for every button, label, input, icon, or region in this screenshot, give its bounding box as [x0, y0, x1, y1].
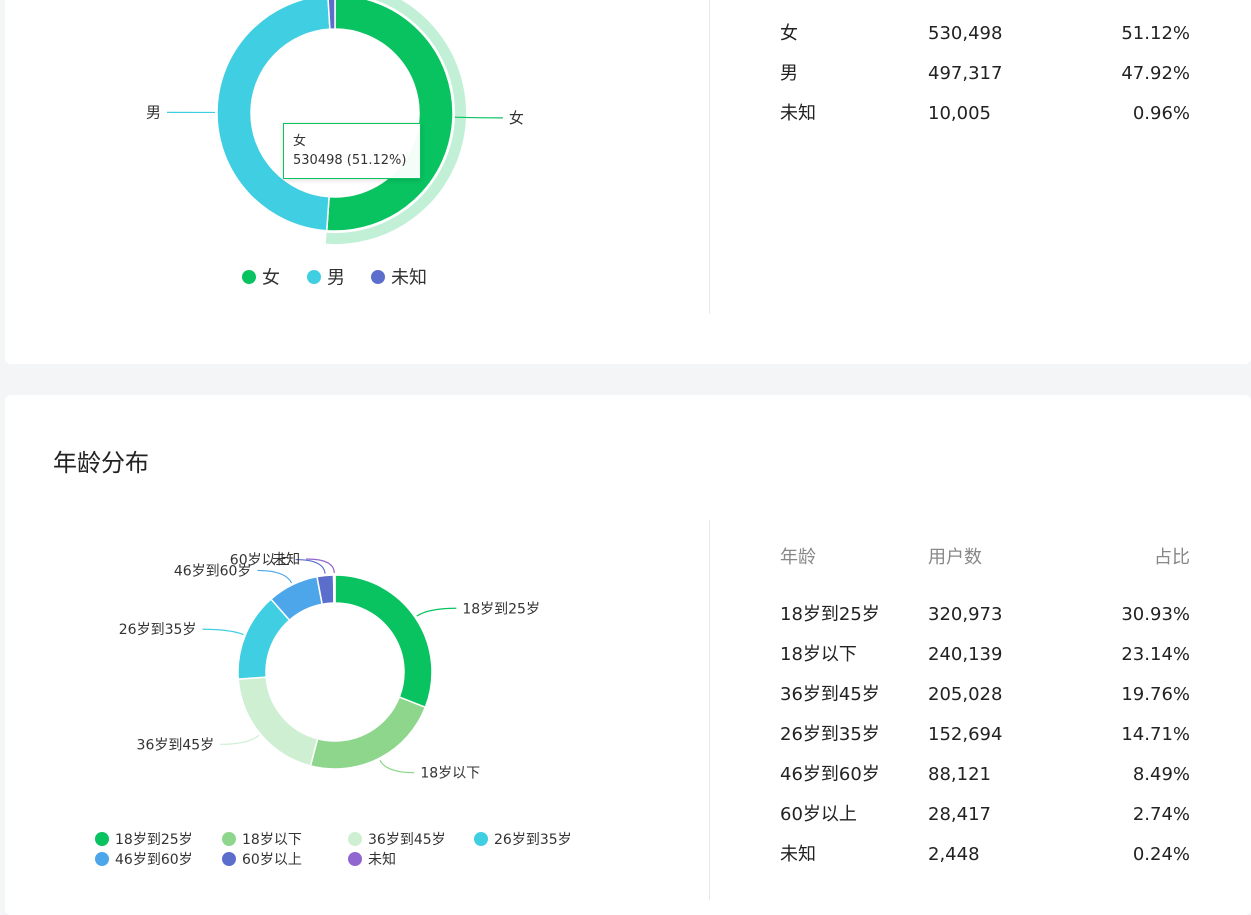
gender-row-label: 女	[780, 14, 928, 54]
legend-marker[interactable]	[307, 270, 321, 284]
legend-marker[interactable]	[222, 852, 236, 866]
gender-row-count: 530,498	[928, 14, 1078, 54]
gender-row-label: 未知	[780, 94, 928, 134]
slice-label: 18岁以下	[420, 766, 480, 782]
pie-slice[interactable]	[217, 0, 330, 231]
legend-marker[interactable]	[474, 832, 488, 846]
pie-slice[interactable]	[335, 575, 432, 707]
label-leader-line	[202, 629, 243, 634]
legend-label[interactable]: 18岁以下	[242, 832, 302, 848]
age-row-count: 152,694	[928, 715, 1078, 755]
gender-tooltip: 女 530498 (51.12%)	[283, 123, 421, 179]
age-row-pct: 0.24%	[1078, 835, 1190, 875]
legend-label[interactable]: 46岁到60岁	[115, 852, 193, 868]
gender-row-count: 10,005	[928, 94, 1078, 134]
legend-label[interactable]: 男	[327, 267, 345, 288]
pie-slice[interactable]	[238, 677, 317, 766]
age-col-header: 年龄	[780, 538, 928, 578]
age-row-count: 2,448	[928, 835, 1078, 875]
gender-row-pct: 0.96%	[1078, 94, 1190, 134]
legend-marker[interactable]	[222, 832, 236, 846]
legend-marker[interactable]	[95, 852, 109, 866]
slice-label: 26岁到35岁	[119, 622, 197, 638]
label-leader-line	[257, 570, 291, 583]
age-row-label: 18岁到25岁	[780, 595, 928, 635]
legend-label[interactable]: 女	[262, 267, 280, 288]
legend-marker[interactable]	[242, 270, 256, 284]
legend-marker[interactable]	[95, 832, 109, 846]
legend-marker[interactable]	[348, 852, 362, 866]
age-row-label: 36岁到45岁	[780, 675, 928, 715]
legend-marker[interactable]	[348, 832, 362, 846]
age-row-label: 46岁到60岁	[780, 755, 928, 795]
pie-slice[interactable]	[328, 0, 335, 29]
gender-row-pct: 47.92%	[1078, 54, 1190, 94]
age-row-label: 18岁以下	[780, 635, 928, 675]
age-row-label: 26岁到35岁	[780, 715, 928, 755]
legend-marker[interactable]	[371, 270, 385, 284]
age-row-pct: 2.74%	[1078, 795, 1190, 835]
gender-row-count: 497,317	[928, 54, 1078, 94]
age-section-title: 年龄分布	[53, 443, 149, 478]
tooltip-name: 女	[293, 132, 411, 151]
gender-row-label: 男	[780, 54, 928, 94]
age-row-count: 320,973	[928, 595, 1078, 635]
legend-label[interactable]: 未知	[391, 267, 427, 288]
age-table-header: 年龄 用户数 占比	[780, 538, 1190, 578]
age-row-pct: 30.93%	[1078, 595, 1190, 635]
slice-label: 18岁到25岁	[462, 601, 540, 617]
label-leader-line	[220, 735, 259, 744]
gender-row-pct: 51.12%	[1078, 14, 1190, 54]
age-donut-chart: 18岁到25岁 18岁以下 36岁到45岁 26岁到35岁 46岁到60岁 60岁以上 未知…	[0, 500, 700, 891]
pie-slice[interactable]	[334, 575, 335, 603]
age-row-count: 28,417	[928, 795, 1078, 835]
age-row-pct: 23.14%	[1078, 635, 1190, 675]
age-row-count: 240,139	[928, 635, 1078, 675]
slice-label: 女	[509, 109, 524, 127]
age-row-label: 60岁以上	[780, 795, 928, 835]
users-col-header: 用户数	[928, 538, 1078, 578]
slice-label: 未知	[272, 551, 300, 568]
slice-label: 36岁到45岁	[137, 737, 215, 753]
legend-label[interactable]: 未知	[368, 851, 396, 868]
legend-label[interactable]: 60岁以上	[242, 852, 302, 868]
tooltip-value: 530498 (51.12%)	[293, 151, 411, 170]
label-leader-line	[380, 760, 414, 772]
legend-label[interactable]: 18岁到25岁	[115, 832, 193, 848]
slice-label: 男	[146, 103, 161, 121]
age-row-pct: 8.49%	[1078, 755, 1190, 795]
age-divider	[709, 520, 710, 900]
age-row-pct: 14.71%	[1078, 715, 1190, 755]
ratio-col-header: 占比	[1078, 538, 1190, 578]
age-row-count: 205,028	[928, 675, 1078, 715]
label-leader-line	[455, 117, 503, 118]
pie-slice[interactable]	[310, 697, 425, 769]
gender-divider	[709, 0, 710, 314]
legend-label[interactable]: 36岁到45岁	[368, 832, 446, 848]
legend-label[interactable]: 26岁到35岁	[494, 832, 572, 848]
age-row-count: 88,121	[928, 755, 1078, 795]
age-row-label: 未知	[780, 835, 928, 875]
age-row-pct: 19.76%	[1078, 675, 1190, 715]
label-leader-line	[417, 608, 457, 616]
